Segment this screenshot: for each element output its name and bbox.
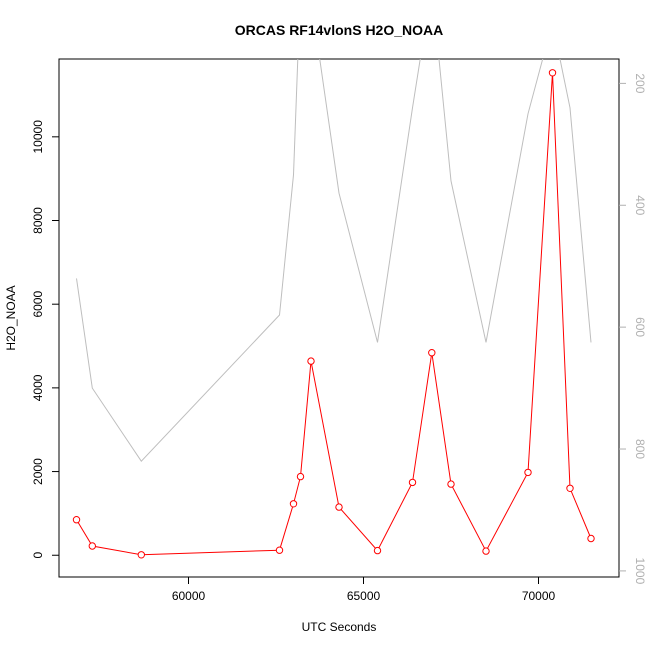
data-point-11	[447, 480, 455, 488]
data-point-15	[566, 484, 574, 492]
y-tick-label-5: 10000	[31, 120, 45, 154]
series-line-secondary	[76, 59, 592, 462]
data-point-1	[88, 542, 97, 550]
data-point-6	[307, 357, 315, 365]
data-point-12	[482, 547, 490, 555]
plot-area: 60000 65000 70000 0 2000 4000 6000 8000 10000 200…	[31, 58, 647, 603]
data-point-3	[275, 546, 284, 554]
data-point-14	[548, 69, 557, 77]
data-point-4	[289, 500, 298, 508]
y-tick-label-0: 0	[31, 552, 45, 559]
right-y-tick-label-1: 400	[633, 195, 647, 215]
x-tick-label-2: 70000	[522, 589, 556, 603]
data-point-2	[137, 551, 146, 559]
y-axis-label: H2O_NOAA	[4, 285, 18, 350]
plot-frame	[58, 58, 620, 578]
data-point-9	[408, 478, 417, 487]
y-tick-label-2: 4000	[31, 374, 45, 401]
x-tick-label-0: 60000	[172, 589, 206, 603]
y-tick-label-3: 6000	[31, 291, 45, 318]
right-y-tick-label-0: 200	[633, 73, 647, 93]
data-point-10	[428, 349, 436, 357]
data-point-5	[296, 472, 305, 481]
data-point-16	[587, 534, 595, 543]
data-layer	[72, 59, 595, 559]
chart-title: ORCAS RF14vlonS H2O_NOAA	[235, 22, 443, 38]
series-line-primary	[76, 72, 592, 556]
x-axis-label: UTC Seconds	[302, 620, 377, 634]
data-point-7	[335, 503, 343, 511]
y-tick-label-1: 2000	[31, 458, 45, 485]
data-point-13	[524, 468, 532, 477]
y-tick-label-4: 8000	[31, 207, 45, 234]
x-tick-label-1: 65000	[347, 589, 381, 603]
right-y-tick-label-3: 800	[633, 439, 647, 459]
right-y-tick-label-2: 600	[633, 317, 647, 337]
right-y-tick-label-4: 1000	[633, 558, 647, 585]
data-point-8	[373, 546, 382, 555]
data-point-0	[72, 516, 81, 524]
